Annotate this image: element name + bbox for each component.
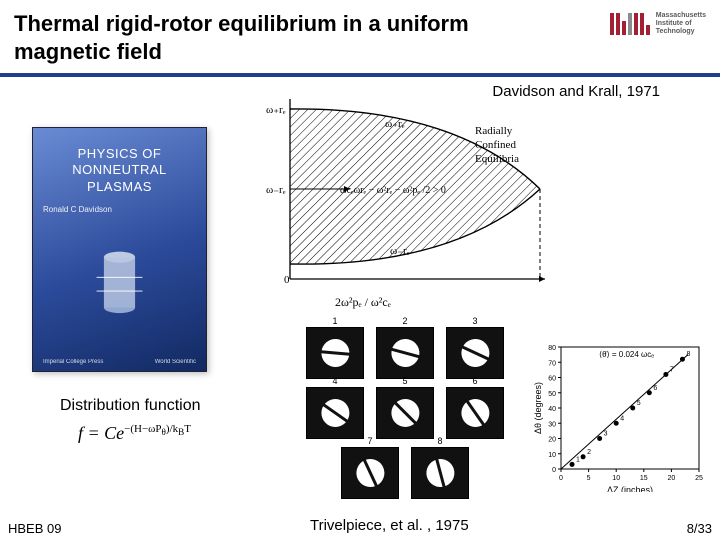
rotation-cell: 6	[446, 387, 504, 439]
rotation-cell: 3	[446, 327, 504, 379]
rotation-cell-label: 7	[367, 436, 372, 446]
svg-text:8: 8	[686, 351, 690, 358]
scatter-plot: 0 5 10 15 20 25 0 10 20 30 40 50 60 70 80 12 3 4 5 6 7 8 ΔZ (i…	[531, 337, 706, 492]
mit-logo-bars	[610, 13, 650, 35]
svg-text:2: 2	[587, 449, 591, 456]
svg-text:ΔZ (inches): ΔZ (inches)	[607, 485, 653, 492]
svg-text:Δθ (degrees): Δθ (degrees)	[533, 382, 543, 434]
slide-header: Thermal rigid-rotor equilibrium in a uni…	[0, 0, 720, 77]
rotation-cell-label: 8	[437, 436, 442, 446]
rotation-cell: 7	[341, 447, 399, 499]
footer-left: HBEB 09	[8, 521, 61, 536]
rotation-cell: 5	[376, 387, 434, 439]
svg-text:0: 0	[559, 475, 563, 482]
distribution-formula: f = Ce−(H−ωPθ)/kBT	[78, 423, 191, 444]
svg-text:50: 50	[548, 391, 556, 398]
svg-text:80: 80	[548, 345, 556, 352]
svg-text:20: 20	[668, 475, 676, 482]
book-cover: PHYSICS OF NONNEUTRAL PLASMAS Ronald C D…	[32, 127, 207, 372]
slide-content: Davidson and Krall, 1971 PHYSICS OF NONN…	[0, 77, 720, 537]
rotation-cell-label: 4	[332, 376, 337, 386]
svg-text:Confined: Confined	[475, 139, 516, 151]
rotation-cell-label: 1	[332, 316, 337, 326]
svg-text:40: 40	[548, 406, 556, 413]
svg-text:5: 5	[637, 400, 641, 407]
svg-text:ω₊rₑ: ω₊rₑ	[266, 104, 286, 116]
svg-text:ωcₑωrₑ − ω²rₑ − ω²pₑ /2 > 0: ωcₑωrₑ − ω²rₑ − ω²pₑ /2 > 0	[340, 185, 446, 196]
svg-text:ω₊rₑ: ω₊rₑ	[385, 118, 405, 130]
svg-text:30: 30	[548, 421, 556, 428]
svg-text:15: 15	[640, 475, 648, 482]
svg-text:20: 20	[548, 437, 556, 444]
rotation-cell-label: 5	[402, 376, 407, 386]
svg-text:4: 4	[620, 415, 624, 422]
mit-logo-text: Massachusetts Institute of Technology	[656, 12, 706, 36]
svg-text:25: 25	[695, 475, 703, 482]
rotation-cell-label: 6	[472, 376, 477, 386]
mit-logo: Massachusetts Institute of Technology	[610, 12, 706, 36]
svg-text:⟨θ̇⟩ = 0.024 ωcₑ: ⟨θ̇⟩ = 0.024 ωcₑ	[599, 350, 654, 359]
distribution-label: Distribution function	[60, 397, 201, 415]
svg-text:Radially: Radially	[475, 125, 513, 137]
svg-text:1: 1	[576, 456, 580, 463]
rotation-cell-label: 3	[472, 316, 477, 326]
svg-text:0: 0	[552, 467, 556, 474]
svg-text:Equilibria: Equilibria	[475, 153, 519, 165]
svg-text:6: 6	[653, 385, 657, 392]
svg-text:0: 0	[284, 274, 290, 286]
citation-trivelpiece: Trivelpiece, et al. , 1975	[310, 517, 469, 534]
rotation-cell: 4	[306, 387, 364, 439]
svg-text:60: 60	[548, 376, 556, 383]
svg-text:ω₋rₑ: ω₋rₑ	[390, 245, 410, 257]
book-art	[43, 214, 196, 359]
book-author: Ronald C Davidson	[43, 205, 196, 214]
svg-text:3: 3	[604, 431, 608, 438]
book-footer: Imperial College Press World Scientific	[43, 359, 196, 365]
rotation-grid: 12345678	[300, 327, 510, 507]
svg-text:5: 5	[587, 475, 591, 482]
footer-page-number: 8/33	[687, 521, 712, 536]
svg-text:7: 7	[670, 366, 674, 373]
phase-diagram: ω₊rₑ ω₋rₑ 0 ω₊rₑ ω₋rₑ ωcₑωrₑ − ω²rₑ − ω²pₑ /2…	[260, 89, 560, 294]
svg-text:70: 70	[548, 360, 556, 367]
svg-text:10: 10	[612, 475, 620, 482]
rotation-cell: 8	[411, 447, 469, 499]
rotation-cell: 1	[306, 327, 364, 379]
page-title: Thermal rigid-rotor equilibrium in a uni…	[14, 10, 514, 65]
book-title: PHYSICS OF NONNEUTRAL PLASMAS	[43, 146, 196, 195]
rotation-cell-label: 2	[402, 316, 407, 326]
phase-x-axis-label: 2ω²pₑ / ω²cₑ	[335, 295, 391, 310]
svg-text:ω₋rₑ: ω₋rₑ	[266, 184, 286, 196]
svg-text:10: 10	[548, 452, 556, 459]
rotation-cell: 2	[376, 327, 434, 379]
